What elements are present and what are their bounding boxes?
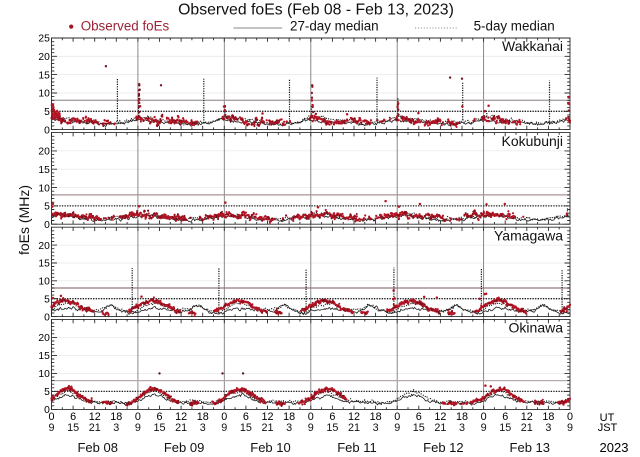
svg-text:18: 18 (110, 411, 122, 423)
svg-text:12: 12 (261, 411, 273, 423)
svg-text:12: 12 (434, 411, 446, 423)
svg-text:3: 3 (113, 422, 119, 434)
svg-text:18: 18 (456, 411, 468, 423)
svg-text:15: 15 (413, 422, 425, 434)
svg-text:25: 25 (38, 34, 50, 45)
svg-text:0: 0 (221, 411, 227, 423)
svg-text:Feb 12: Feb 12 (423, 440, 463, 455)
svg-text:0: 0 (481, 411, 487, 423)
svg-text:21: 21 (521, 422, 533, 434)
svg-text:21: 21 (261, 422, 273, 434)
svg-text:10: 10 (38, 183, 50, 194)
svg-text:Kokubunji: Kokubunji (502, 133, 564, 149)
svg-text:JST: JST (598, 422, 618, 434)
svg-text:6: 6 (502, 411, 508, 423)
svg-text:10: 10 (38, 89, 50, 100)
svg-text:20: 20 (38, 241, 50, 252)
svg-text:21: 21 (175, 422, 187, 434)
svg-text:Feb 08: Feb 08 (77, 440, 117, 455)
svg-text:6: 6 (416, 411, 422, 423)
svg-text:20: 20 (38, 52, 50, 63)
svg-text:5: 5 (44, 107, 50, 118)
svg-text:3: 3 (286, 422, 292, 434)
svg-text:Okinawa: Okinawa (509, 320, 564, 336)
svg-text:3: 3 (200, 422, 206, 434)
svg-text:15: 15 (326, 422, 338, 434)
svg-text:12: 12 (521, 411, 533, 423)
svg-text:0: 0 (394, 411, 400, 423)
svg-text:0: 0 (567, 411, 573, 423)
svg-text:10: 10 (38, 369, 50, 380)
svg-text:18: 18 (197, 411, 209, 423)
svg-text:18: 18 (542, 411, 554, 423)
svg-text:6: 6 (156, 411, 162, 423)
svg-text:9: 9 (308, 422, 314, 434)
svg-text:21: 21 (348, 422, 360, 434)
svg-text:9: 9 (481, 422, 487, 434)
svg-text:0: 0 (44, 125, 50, 136)
svg-text:0: 0 (135, 411, 141, 423)
svg-text:12: 12 (175, 411, 187, 423)
svg-text:15: 15 (240, 422, 252, 434)
svg-text:21: 21 (89, 422, 101, 434)
svg-text:0: 0 (308, 411, 314, 423)
svg-text:Feb 11: Feb 11 (337, 440, 377, 455)
svg-text:15: 15 (67, 422, 79, 434)
svg-text:6: 6 (70, 411, 76, 423)
svg-text:9: 9 (567, 422, 573, 434)
svg-text:Feb 09: Feb 09 (164, 440, 204, 455)
svg-text:3: 3 (545, 422, 551, 434)
svg-text:5: 5 (44, 295, 50, 306)
svg-text:15: 15 (38, 70, 50, 81)
svg-text:18: 18 (370, 411, 382, 423)
svg-text:3: 3 (373, 422, 379, 434)
svg-text:18: 18 (283, 411, 295, 423)
svg-text:27-day median: 27-day median (290, 19, 379, 34)
svg-text:15: 15 (499, 422, 511, 434)
svg-text:0: 0 (44, 220, 50, 231)
svg-text:9: 9 (221, 422, 227, 434)
svg-text:12: 12 (348, 411, 360, 423)
svg-text:Yamagawa: Yamagawa (494, 227, 563, 243)
svg-text:21: 21 (434, 422, 446, 434)
svg-text:20: 20 (38, 147, 50, 158)
svg-text:6: 6 (329, 411, 335, 423)
svg-text:0: 0 (44, 405, 50, 416)
svg-text:Observed foEs: Observed foEs (81, 19, 170, 34)
svg-text:15: 15 (38, 165, 50, 176)
svg-text:Observed foEs (Feb 08 - Feb 13: Observed foEs (Feb 08 - Feb 13, 2023) (178, 2, 454, 19)
svg-text:5: 5 (44, 202, 50, 213)
svg-text:15: 15 (38, 259, 50, 270)
svg-text:12: 12 (89, 411, 101, 423)
svg-text:UT: UT (600, 412, 615, 424)
svg-text:15: 15 (38, 351, 50, 362)
svg-text:10: 10 (38, 277, 50, 288)
svg-text:Feb 10: Feb 10 (250, 440, 290, 455)
svg-text:5: 5 (44, 387, 50, 398)
svg-text:0: 0 (48, 411, 54, 423)
svg-text:9: 9 (394, 422, 400, 434)
svg-text:3: 3 (459, 422, 465, 434)
svg-text:6: 6 (243, 411, 249, 423)
svg-text:0: 0 (44, 312, 50, 323)
svg-text:5-day median: 5-day median (474, 19, 555, 34)
svg-text:Wakkanai: Wakkanai (502, 38, 563, 54)
svg-text:9: 9 (135, 422, 141, 434)
svg-text:foEs (MHz): foEs (MHz) (16, 185, 32, 255)
svg-text:2023: 2023 (600, 440, 629, 455)
svg-text:15: 15 (153, 422, 165, 434)
svg-text:20: 20 (38, 333, 50, 344)
svg-text:Feb 13: Feb 13 (510, 440, 550, 455)
svg-text:9: 9 (48, 422, 54, 434)
